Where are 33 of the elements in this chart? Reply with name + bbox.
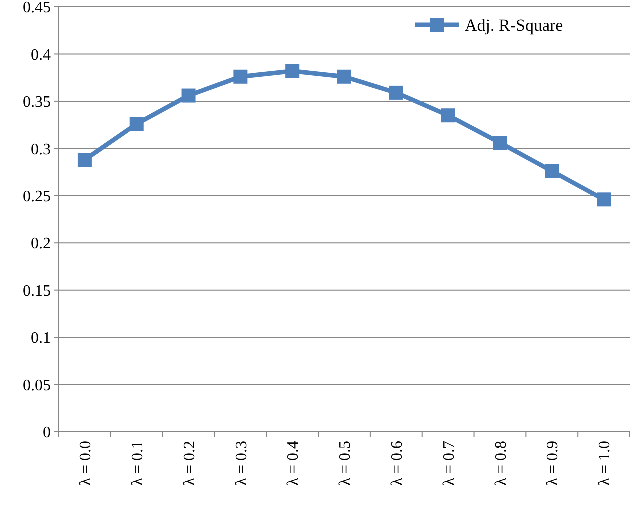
point — [389, 86, 404, 100]
y-tick-label: 0.1 — [31, 330, 51, 348]
y-tick-label: 0.15 — [23, 282, 51, 300]
legend-label: Adj. R-Square — [465, 16, 564, 35]
point — [545, 164, 560, 178]
y-tick-label: 0.35 — [23, 94, 51, 112]
x-tick-label: λ = 0.7 — [440, 441, 458, 486]
x-tick-label: λ = 0.6 — [389, 441, 406, 486]
x-tick-label: λ = 0.2 — [181, 441, 198, 486]
point — [441, 108, 456, 123]
point — [286, 64, 300, 78]
point — [597, 192, 612, 207]
x-tick-label: λ = 0.0 — [78, 441, 95, 486]
x-tick-label: λ = 1.0 — [596, 441, 614, 486]
x-tick-label: λ = 0.5 — [337, 441, 354, 486]
point — [493, 136, 508, 150]
point — [130, 117, 144, 132]
y-tick-label: 0 — [43, 424, 51, 442]
y-tick-label: 0.45 — [23, 0, 51, 17]
y-tick-label: 0.05 — [23, 377, 51, 394]
x-tick-label: λ = 0.1 — [129, 441, 146, 486]
x-tick-label: λ = 0.8 — [492, 441, 510, 486]
x-tick-label: λ = 0.4 — [285, 441, 302, 486]
x-tick-label: λ = 0.3 — [233, 441, 250, 486]
x-tick-label: λ = 0.9 — [544, 441, 562, 486]
point — [234, 70, 248, 84]
point — [182, 88, 196, 103]
y-tick-label: 0.25 — [23, 188, 51, 206]
y-tick-label: 0.4 — [31, 46, 51, 64]
point — [78, 153, 92, 167]
point — [338, 70, 352, 84]
y-tick-label: 0.2 — [31, 236, 51, 253]
y-tick-label: 0.3 — [31, 141, 51, 158]
